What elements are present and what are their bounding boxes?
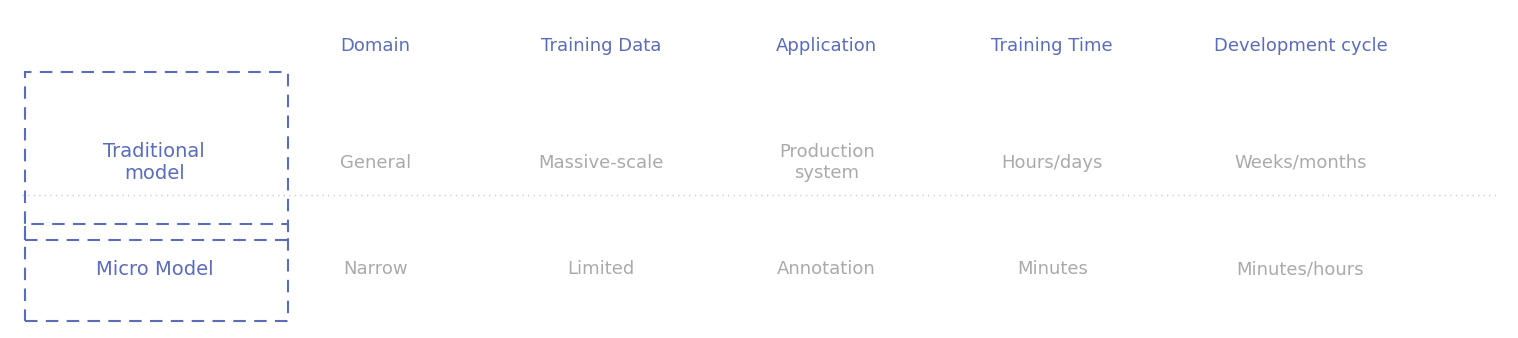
Text: Development cycle: Development cycle (1213, 37, 1387, 55)
Text: General: General (340, 153, 411, 171)
Text: Application: Application (776, 37, 877, 55)
Text: Traditional
model: Traditional model (103, 142, 205, 183)
Text: Hours/days: Hours/days (1002, 153, 1104, 171)
Text: Massive-scale: Massive-scale (539, 153, 663, 171)
Text: Domain: Domain (340, 37, 410, 55)
Text: Minutes/hours: Minutes/hours (1237, 261, 1365, 279)
Text: Narrow: Narrow (343, 261, 408, 279)
Text: Training Data: Training Data (540, 37, 662, 55)
Text: Annotation: Annotation (777, 261, 876, 279)
Text: Minutes: Minutes (1017, 261, 1088, 279)
Text: Limited: Limited (568, 261, 635, 279)
Text: Weeks/months: Weeks/months (1234, 153, 1366, 171)
Text: Micro Model: Micro Model (96, 260, 213, 279)
Text: Training Time: Training Time (991, 37, 1113, 55)
Text: Production
system: Production system (779, 143, 874, 182)
